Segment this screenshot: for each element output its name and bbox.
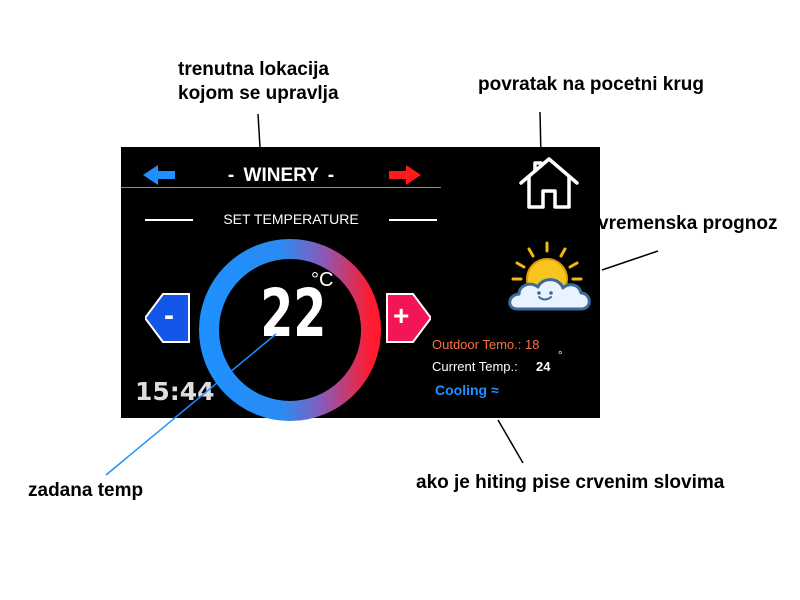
annotation-forecast: vremenska prognoz — [598, 213, 778, 234]
annotation-set-temp: zadana temp — [28, 480, 144, 501]
increase-label: + — [393, 300, 410, 331]
leader-heating — [497, 419, 524, 464]
arrow-left-icon[interactable] — [143, 165, 175, 185]
annotation-location: trenutna lokacija kojom se upravlja — [178, 59, 339, 104]
divider-right — [389, 219, 437, 221]
leader-location — [257, 113, 261, 148]
divider-left — [145, 219, 193, 221]
location-underline — [121, 187, 441, 188]
arrow-right-icon[interactable] — [389, 165, 421, 185]
current-temperature-value: 24 — [536, 359, 551, 374]
current-temperature-unit: ° — [558, 350, 563, 362]
current-temperature-label: Current Temp.: — [432, 359, 518, 374]
increase-button[interactable] — [385, 292, 431, 344]
home-icon[interactable] — [517, 155, 581, 211]
leader-forecast — [601, 250, 659, 271]
set-temperature-value: 22 — [260, 275, 327, 352]
mode-status: Cooling ≈ — [435, 382, 499, 398]
sun-cloud-icon[interactable] — [505, 239, 595, 321]
location-title: - WINERY - — [227, 165, 335, 186]
thermostat-screen: - WINERY - SET TEMPERATURE - 22 °C — [121, 147, 600, 421]
decrease-label: - — [164, 299, 174, 332]
annotation-heating: ako je hiting pise crvenim slovima — [416, 472, 725, 493]
set-temperature-label: SET TEMPERATURE — [223, 211, 359, 227]
annotation-home: povratak na pocetni krug — [478, 74, 704, 95]
set-temperature-unit: °C — [311, 269, 334, 291]
outdoor-temperature: Outdoor Temo.: 18 — [432, 337, 540, 352]
clock: 15:44 — [135, 377, 215, 406]
temperature-dial — [199, 239, 381, 421]
